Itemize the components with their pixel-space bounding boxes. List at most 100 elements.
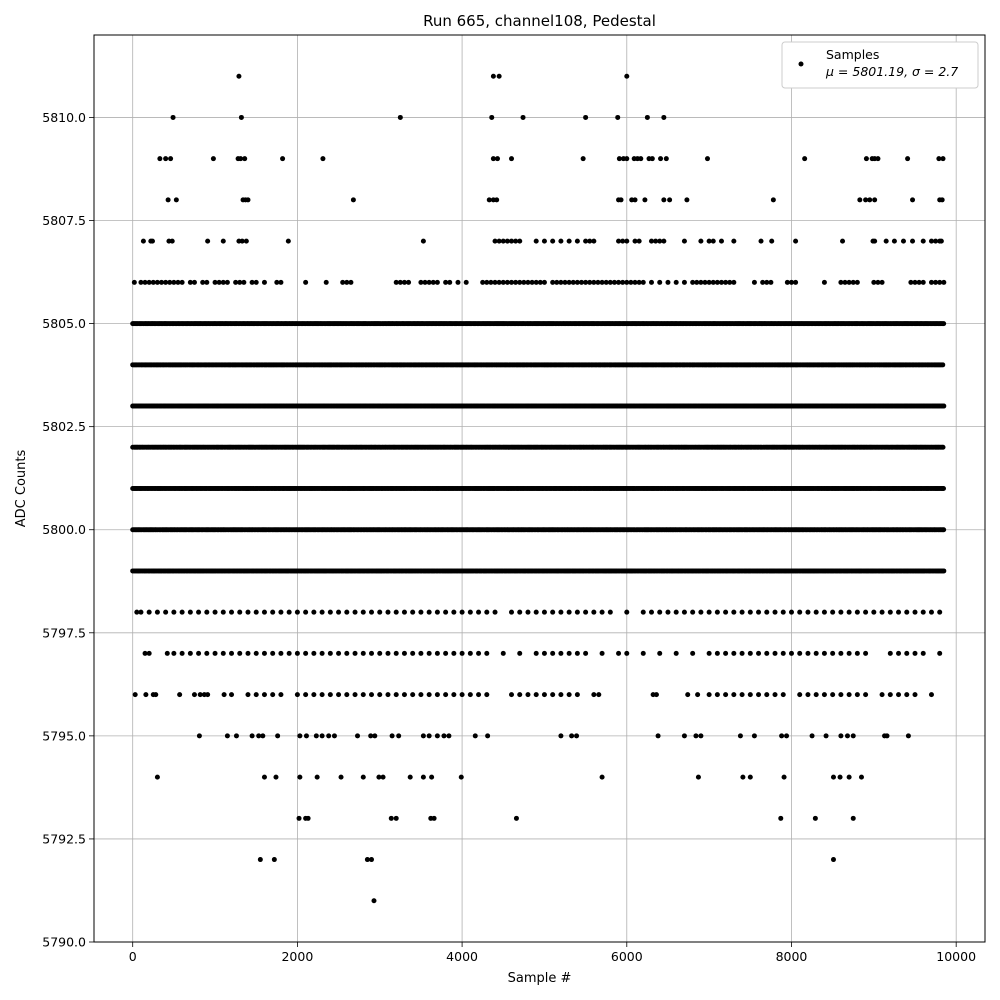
data-point bbox=[887, 650, 893, 656]
data-point bbox=[509, 609, 515, 615]
data-point bbox=[673, 609, 679, 615]
data-point bbox=[467, 650, 473, 656]
data-point bbox=[875, 279, 881, 285]
data-point bbox=[509, 692, 515, 698]
data-point bbox=[371, 898, 377, 904]
data-point bbox=[344, 650, 350, 656]
data-point bbox=[723, 609, 729, 615]
data-point bbox=[837, 774, 843, 780]
data-point bbox=[912, 609, 918, 615]
legend-marker bbox=[798, 61, 804, 67]
data-point bbox=[624, 238, 630, 244]
data-point bbox=[278, 650, 284, 656]
data-point bbox=[714, 692, 720, 698]
data-point bbox=[912, 650, 918, 656]
data-point bbox=[204, 279, 210, 285]
data-point bbox=[187, 650, 193, 656]
data-point bbox=[723, 650, 729, 656]
data-point bbox=[204, 609, 210, 615]
data-point bbox=[401, 279, 407, 285]
data-point bbox=[163, 609, 169, 615]
data-point bbox=[574, 650, 580, 656]
data-point bbox=[779, 733, 785, 739]
data-point bbox=[348, 279, 354, 285]
y-axis-label: ADC Counts bbox=[14, 450, 29, 528]
data-point bbox=[229, 650, 235, 656]
data-point bbox=[517, 238, 523, 244]
data-point bbox=[616, 156, 622, 162]
data-point bbox=[940, 362, 946, 368]
data-point bbox=[149, 238, 155, 244]
data-point bbox=[596, 692, 602, 698]
data-point bbox=[490, 156, 496, 162]
data-point bbox=[278, 279, 284, 285]
data-point bbox=[336, 650, 342, 656]
data-point bbox=[134, 609, 140, 615]
data-point bbox=[941, 403, 947, 409]
data-point bbox=[587, 279, 593, 285]
data-point bbox=[599, 774, 605, 780]
data-point bbox=[681, 238, 687, 244]
data-point bbox=[840, 238, 846, 244]
data-point bbox=[168, 156, 174, 162]
data-point bbox=[270, 692, 276, 698]
data-point bbox=[154, 609, 160, 615]
data-point bbox=[616, 279, 622, 285]
data-point bbox=[426, 279, 432, 285]
data-point bbox=[533, 609, 539, 615]
data-point bbox=[871, 279, 877, 285]
data-point bbox=[237, 650, 243, 656]
data-point bbox=[566, 650, 572, 656]
y-tick-label: 5795.0 bbox=[42, 728, 86, 743]
legend: Samples μ = 5801.19, σ = 2.7 bbox=[781, 41, 979, 89]
data-point bbox=[805, 692, 811, 698]
data-point bbox=[574, 238, 580, 244]
data-point bbox=[242, 156, 248, 162]
data-point bbox=[655, 733, 661, 739]
data-point bbox=[747, 650, 753, 656]
data-point bbox=[583, 609, 589, 615]
data-point bbox=[369, 650, 375, 656]
data-point bbox=[673, 279, 679, 285]
data-point bbox=[661, 238, 667, 244]
data-point bbox=[920, 279, 926, 285]
data-point bbox=[805, 609, 811, 615]
data-point bbox=[611, 279, 617, 285]
data-point bbox=[813, 692, 819, 698]
data-point bbox=[463, 279, 469, 285]
data-point bbox=[550, 692, 556, 698]
y-tick-label: 5800.0 bbox=[42, 522, 86, 537]
data-point bbox=[319, 609, 325, 615]
data-point bbox=[533, 238, 539, 244]
y-tick-label: 5797.5 bbox=[42, 625, 86, 640]
data-point bbox=[204, 650, 210, 656]
data-point bbox=[270, 609, 276, 615]
data-point bbox=[632, 238, 638, 244]
data-point bbox=[385, 650, 391, 656]
data-point bbox=[941, 321, 947, 327]
data-point bbox=[331, 733, 337, 739]
data-point bbox=[517, 279, 523, 285]
data-point bbox=[838, 650, 844, 656]
data-point bbox=[484, 609, 490, 615]
data-point bbox=[550, 650, 556, 656]
data-point bbox=[389, 733, 395, 739]
data-point bbox=[171, 279, 177, 285]
data-point bbox=[624, 73, 630, 79]
data-point bbox=[220, 279, 226, 285]
data-point bbox=[684, 197, 690, 203]
data-point bbox=[229, 692, 235, 698]
data-point bbox=[850, 815, 856, 821]
data-point bbox=[525, 279, 531, 285]
data-point bbox=[830, 609, 836, 615]
data-point bbox=[737, 733, 743, 739]
data-point bbox=[261, 774, 267, 780]
data-point bbox=[273, 774, 279, 780]
data-point bbox=[936, 156, 942, 162]
data-point bbox=[620, 238, 626, 244]
data-point bbox=[624, 279, 630, 285]
data-point bbox=[788, 279, 794, 285]
data-point bbox=[550, 609, 556, 615]
data-point bbox=[883, 238, 889, 244]
